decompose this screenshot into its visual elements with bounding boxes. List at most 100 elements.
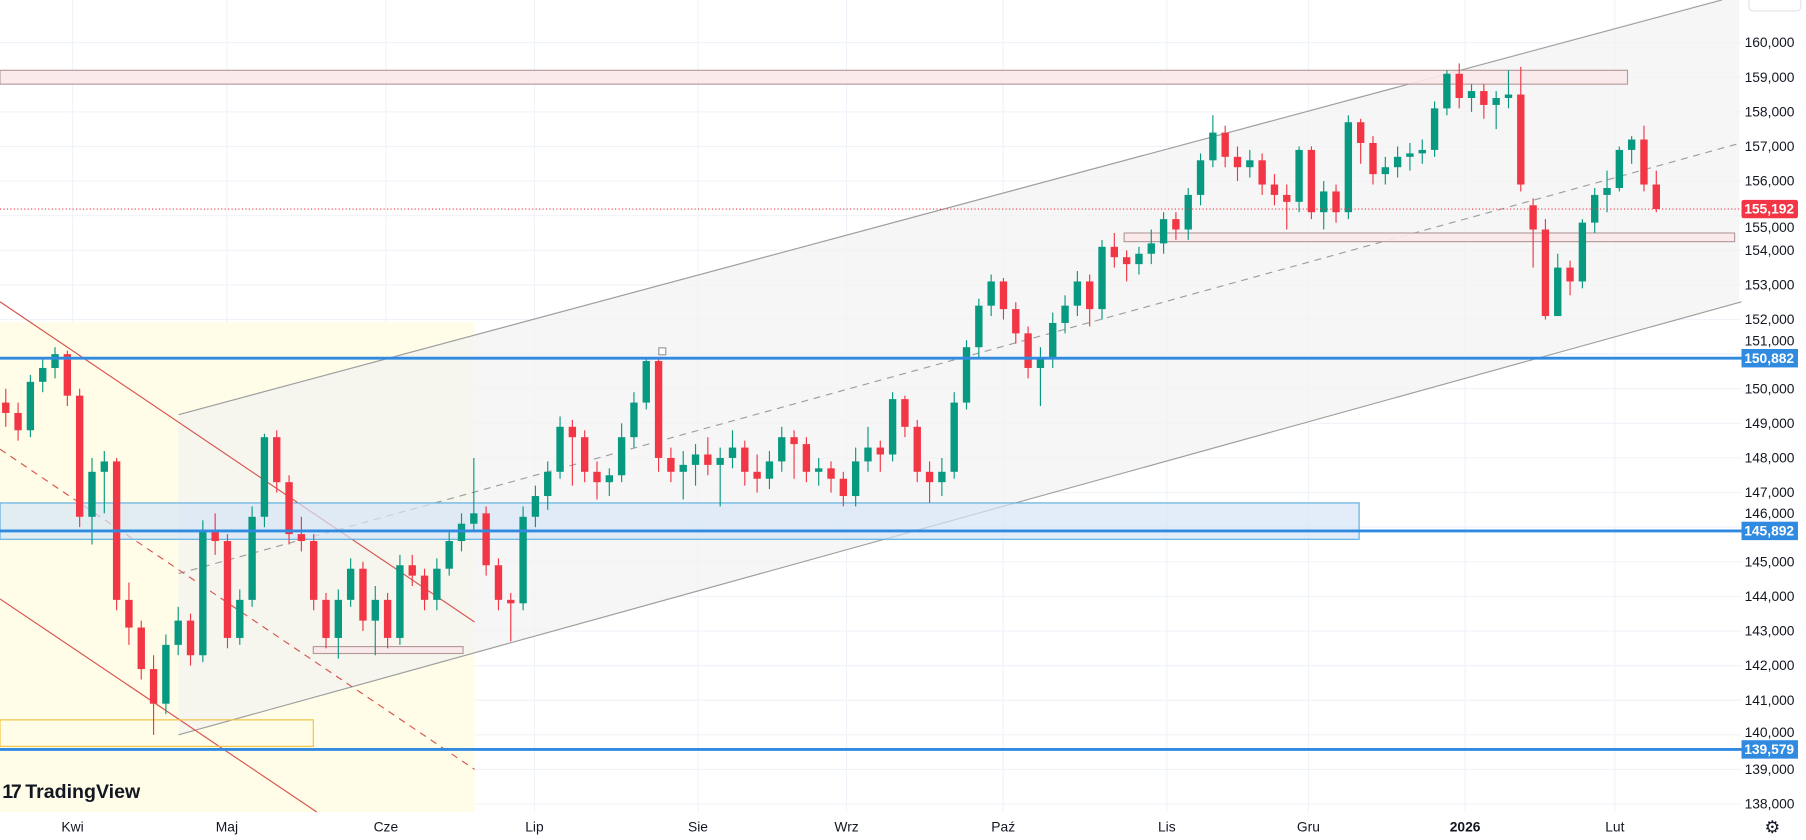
candle-body [211, 530, 219, 542]
candle-body [1541, 229, 1550, 317]
price-tick-label: 155,000 [1745, 219, 1795, 235]
candle-body [1172, 219, 1180, 230]
candle-body [1135, 253, 1143, 265]
candle-body [802, 444, 811, 472]
candle-body [1603, 187, 1611, 195]
candle-body [1356, 122, 1365, 143]
price-tick-label: 144,000 [1745, 588, 1795, 604]
candle-body [1061, 305, 1069, 323]
candle-body [1627, 139, 1636, 150]
candle-body [1147, 243, 1155, 254]
candle-body [174, 620, 182, 645]
candle-body [482, 513, 490, 566]
candle-body [346, 568, 355, 600]
candle-body [1615, 149, 1624, 188]
candle-body [1233, 156, 1242, 168]
level-price-tag [1741, 740, 1798, 759]
candle-body [1517, 94, 1525, 185]
time-tick-label: Cze [374, 819, 399, 835]
candle-body [975, 305, 983, 348]
candle-body [1492, 97, 1500, 105]
candle-body [531, 496, 540, 517]
candle-body [1258, 160, 1266, 185]
candle-body [383, 599, 392, 638]
candle-body [457, 523, 466, 542]
candle-body [39, 367, 47, 382]
candle-body [999, 281, 1008, 310]
candle-body [1110, 246, 1119, 258]
channel-upper-line[interactable] [178, 0, 1723, 416]
candle-body [162, 644, 170, 704]
candle-body [359, 568, 367, 621]
zone-support[interactable] [0, 502, 1360, 540]
candle-body [1591, 194, 1599, 223]
price-tick-label: 150,000 [1745, 380, 1795, 396]
anchor-handle[interactable] [658, 347, 667, 356]
channel-mid-line[interactable] [178, 142, 1742, 575]
candle-body [1504, 94, 1513, 98]
candle-body [1406, 153, 1414, 157]
yellow-box[interactable] [0, 719, 314, 747]
gear-icon[interactable]: ⚙ [1764, 817, 1781, 838]
candle-body [1369, 142, 1377, 175]
candle-body [1073, 281, 1082, 306]
candle-body [1554, 267, 1562, 317]
candle-body [987, 281, 995, 306]
price-tick-label: 140,000 [1745, 724, 1795, 740]
price-axis[interactable]: 160,000 159,000 158,000 157,000 156,000 155,0… [1741, 0, 1806, 840]
candle-body [1640, 139, 1648, 185]
candle-body [765, 461, 774, 479]
candle-body [322, 599, 330, 638]
time-tick-label: Lip [525, 819, 544, 835]
price-tick-label: 143,000 [1745, 623, 1795, 639]
candle-body [75, 395, 84, 517]
levels[interactable] [0, 208, 1742, 751]
candle-body [334, 599, 343, 638]
candle-body [1652, 184, 1660, 210]
candle-body [149, 669, 158, 704]
candle-body [445, 541, 453, 569]
time-tick-label: Paź [991, 819, 1015, 835]
candle-body [642, 361, 650, 403]
time-axis[interactable]: Kwi Maj Cze Lip Sie Wrz Paź Lis Gru 2026 Lut [61, 819, 1624, 835]
candle-body [1209, 132, 1217, 161]
price-tick-label: 145,000 [1745, 553, 1795, 569]
candle-body [851, 461, 860, 497]
time-tick-label: Wrz [834, 819, 858, 835]
drawings[interactable] [0, 0, 1742, 813]
candle-body [494, 565, 503, 600]
candle-body [100, 461, 108, 472]
level-price-label: 150,882 [1744, 350, 1794, 366]
candle-body [753, 471, 761, 479]
zone-resistance[interactable] [0, 69, 1629, 85]
candle-body [285, 482, 293, 535]
desc-channel-upper-line[interactable] [0, 301, 475, 623]
level-price-label: 139,579 [1744, 741, 1794, 757]
candle-body [827, 468, 835, 479]
price-tick-label: 151,000 [1745, 333, 1795, 349]
candle-body [1566, 267, 1574, 282]
level-price-tag [1741, 521, 1798, 541]
candle-body [704, 454, 712, 465]
candle-body [507, 599, 515, 604]
time-tick-label: Lis [1158, 819, 1176, 835]
candle-body [876, 447, 884, 455]
candle-body [667, 457, 675, 472]
price-tick-label: 152,000 [1745, 311, 1795, 327]
desc-channel-lower-line[interactable] [0, 598, 318, 813]
zone-resistance[interactable] [1123, 232, 1736, 243]
candle-body [310, 541, 318, 600]
candle-body [790, 437, 798, 445]
level-price-tag [1741, 348, 1798, 368]
price-tick-label: 156,000 [1745, 173, 1795, 189]
candle-body [1283, 194, 1291, 202]
currency-dropdown[interactable] [1748, 0, 1802, 12]
candle-body [1196, 160, 1205, 195]
brand-name: TradingView [25, 780, 141, 803]
candle-body [839, 478, 848, 497]
candle-body [1418, 149, 1426, 154]
candle-body [408, 565, 416, 576]
candle-body [1221, 132, 1229, 157]
